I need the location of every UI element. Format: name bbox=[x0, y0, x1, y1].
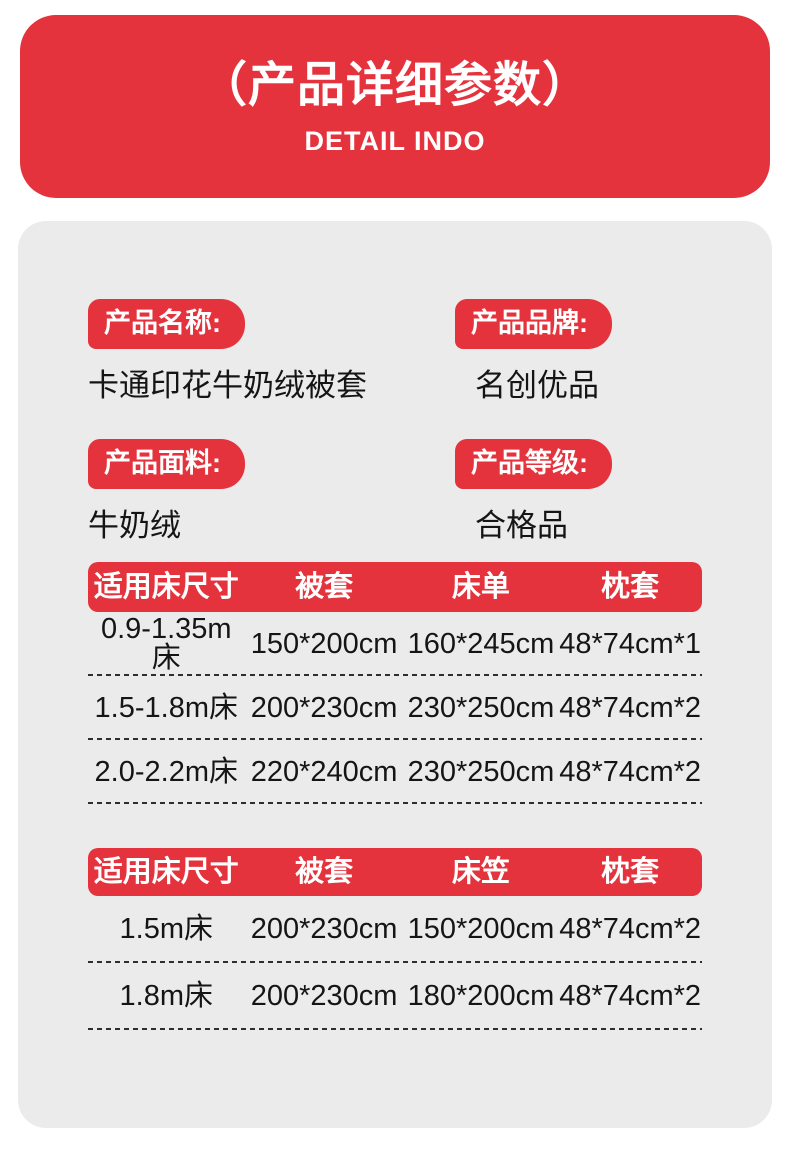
size-table-fitted: 适用床尺寸 被套 床笠 枕套 1.5m床 200*230cm 150*200cm… bbox=[88, 848, 702, 1030]
cell-flat-sheet: 160*245cm bbox=[407, 627, 555, 660]
table-row: 2.0-2.2m床 220*240cm 230*250cm 48*74cm*2 bbox=[88, 740, 702, 804]
cell-bed-size: 1.5m床 bbox=[119, 913, 214, 945]
cell-duvet-cover: 200*230cm bbox=[250, 913, 398, 945]
cell-pillowcase: 48*74cm*2 bbox=[559, 755, 702, 788]
cell-bed-size: 2.0-2.2m床 bbox=[94, 755, 238, 788]
fabric-label-pill: 产品面料: bbox=[88, 439, 245, 490]
cell-bed-size: 0.9-1.35m床 bbox=[100, 613, 232, 674]
cell-fitted-sheet: 180*200cm bbox=[407, 980, 555, 1012]
brand-label-pill: 产品品牌: bbox=[455, 299, 612, 349]
content-panel: 产品名称: 卡通印花牛奶绒被套 产品品牌: 名创优品 产品面料: 牛奶绒 产品等… bbox=[18, 221, 772, 1128]
cell-flat-sheet: 230*250cm bbox=[407, 691, 555, 724]
banner-title: （产品详细参数） bbox=[198, 59, 591, 112]
size-table-sheet-header: 适用床尺寸 被套 床单 枕套 bbox=[88, 562, 702, 612]
cell-pillowcase: 48*74cm*1 bbox=[559, 627, 702, 660]
header-pillowcase: 枕套 bbox=[601, 570, 660, 603]
table-row: 1.5-1.8m床 200*230cm 230*250cm 48*74cm*2 bbox=[88, 676, 702, 740]
detail-banner: （产品详细参数） DETAIL INDO bbox=[20, 15, 770, 198]
cell-duvet-cover: 150*200cm bbox=[250, 627, 398, 660]
cell-fitted-sheet: 150*200cm bbox=[407, 913, 555, 945]
header-bed-size: 适用床尺寸 bbox=[93, 855, 239, 888]
field-fabric: 产品面料: 牛奶绒 bbox=[88, 439, 455, 543]
grade-label: 产品等级: bbox=[471, 448, 588, 479]
header-duvet-cover: 被套 bbox=[295, 855, 354, 888]
fabric-label: 产品面料: bbox=[104, 448, 221, 479]
header-flat-sheet: 床单 bbox=[451, 570, 510, 603]
cell-flat-sheet: 230*250cm bbox=[407, 755, 555, 788]
product-fields: 产品名称: 卡通印花牛奶绒被套 产品品牌: 名创优品 产品面料: 牛奶绒 产品等… bbox=[88, 299, 720, 543]
field-brand: 产品品牌: 名创优品 bbox=[455, 299, 720, 403]
brand-value: 名创优品 bbox=[475, 368, 599, 403]
grade-label-pill: 产品等级: bbox=[455, 439, 612, 490]
header-duvet-cover: 被套 bbox=[295, 570, 354, 603]
table-row: 1.5m床 200*230cm 150*200cm 48*74cm*2 bbox=[88, 896, 702, 963]
header-bed-size: 适用床尺寸 bbox=[93, 570, 239, 603]
table-row: 0.9-1.35m床 150*200cm 160*245cm 48*74cm*1 bbox=[88, 612, 702, 676]
header-fitted-sheet: 床笠 bbox=[451, 855, 510, 888]
fabric-value: 牛奶绒 bbox=[88, 508, 181, 544]
cell-duvet-cover: 200*230cm bbox=[250, 691, 398, 724]
cell-pillowcase: 48*74cm*2 bbox=[559, 691, 702, 724]
cell-duvet-cover: 200*230cm bbox=[250, 980, 398, 1012]
size-table-fitted-header: 适用床尺寸 被套 床笠 枕套 bbox=[88, 848, 702, 896]
field-grade: 产品等级: 合格品 bbox=[455, 439, 720, 543]
banner-subtitle: DETAIL INDO bbox=[304, 126, 486, 156]
field-product-name: 产品名称: 卡通印花牛奶绒被套 bbox=[88, 299, 455, 403]
size-table-sheet: 适用床尺寸 被套 床单 枕套 0.9-1.35m床 150*200cm 160*… bbox=[88, 562, 702, 804]
table-row: 1.8m床 200*230cm 180*200cm 48*74cm*2 bbox=[88, 963, 702, 1030]
cell-pillowcase: 48*74cm*2 bbox=[559, 913, 702, 945]
product-name-label-pill: 产品名称: bbox=[88, 299, 245, 349]
grade-value: 合格品 bbox=[475, 508, 568, 544]
product-name-value: 卡通印花牛奶绒被套 bbox=[88, 368, 367, 403]
cell-bed-size: 1.5-1.8m床 bbox=[94, 691, 238, 724]
cell-bed-size: 1.8m床 bbox=[119, 980, 214, 1012]
product-name-label: 产品名称: bbox=[104, 308, 221, 338]
header-pillowcase: 枕套 bbox=[601, 855, 660, 888]
brand-label: 产品品牌: bbox=[471, 308, 588, 338]
cell-duvet-cover: 220*240cm bbox=[250, 755, 398, 788]
cell-pillowcase: 48*74cm*2 bbox=[559, 980, 702, 1012]
